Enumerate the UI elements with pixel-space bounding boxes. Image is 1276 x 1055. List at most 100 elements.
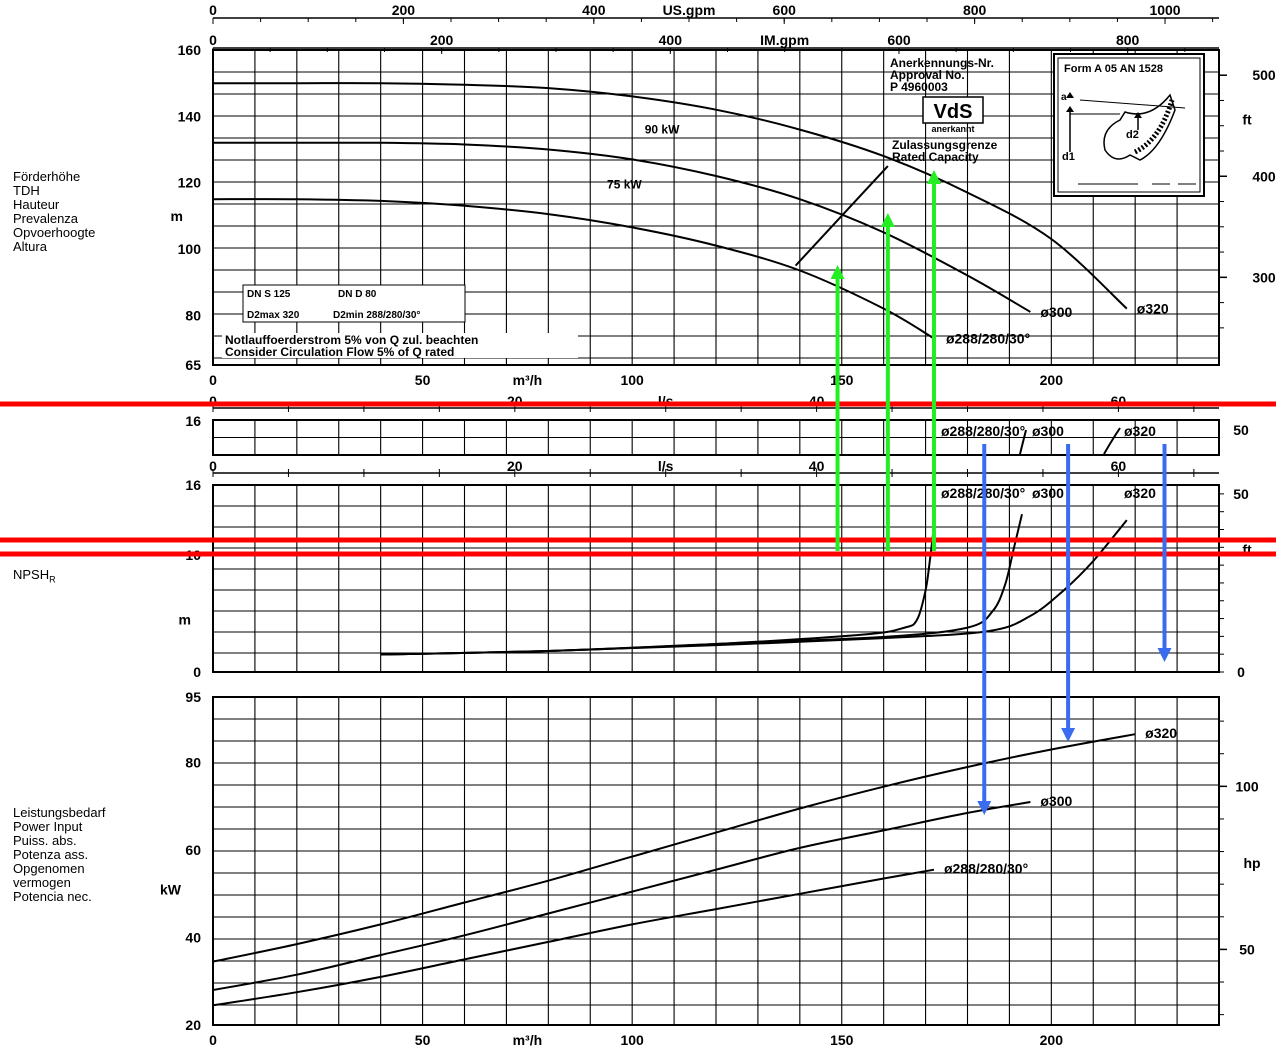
power-label-90kw: 90 kW [645, 123, 680, 137]
power-d288-curve [212, 868, 935, 1007]
head-y-tick: 80 [185, 307, 201, 323]
head-right-unit: ft [1242, 112, 1252, 128]
top-axis-tick-label: 400 [659, 32, 683, 48]
head-y-tick: 160 [178, 42, 202, 58]
x-tick-label: 0 [209, 372, 217, 388]
npsh-series-label: ø320 [1124, 485, 1156, 501]
band-d320-tip [1103, 427, 1121, 455]
form-title: Form A 05 AN 1528 [1064, 63, 1163, 75]
x-tick-label: 100 [620, 372, 644, 388]
power-series-label: ø288/280/30° [944, 861, 1028, 877]
head-y-unit: m [171, 208, 183, 224]
ls-tick-label: 60 [1111, 458, 1127, 474]
power-right-tick: 100 [1235, 778, 1259, 794]
ls-tick-label: 20 [507, 458, 523, 474]
dim-arrow-icon [1134, 112, 1142, 118]
head-y-tick: 65 [185, 357, 201, 373]
band-y-tick: 16 [185, 413, 201, 429]
head-d300-curve [213, 141, 1031, 313]
green-arrow-head-icon [830, 265, 845, 279]
form-label-d2: d2 [1126, 129, 1139, 141]
axis-title-line: Prevalenza [13, 211, 79, 226]
band-right-tick: 50 [1233, 422, 1249, 438]
form-label-d1: d1 [1062, 151, 1075, 163]
d2min: D2min 288/280/30° [333, 310, 420, 321]
approval-line: Approval No. [890, 68, 965, 82]
vds-logo-text: VdS [934, 101, 973, 123]
ls-tick-label: 40 [809, 458, 825, 474]
ls-tick-label: 0 [209, 393, 217, 409]
power-series-label: ø320 [1145, 725, 1177, 741]
d2max: D2max 320 [247, 310, 300, 321]
curve-layer [212, 82, 1136, 1007]
red-highlight-line [0, 551, 1276, 557]
ls-tick-label: 20 [507, 393, 523, 409]
top-axis-title: US.gpm [663, 2, 716, 18]
head-d288-curve [212, 198, 935, 340]
ls-tick-label: 60 [1111, 393, 1127, 409]
npsh-right-tick: 50 [1233, 486, 1249, 502]
axis-title-line: Puiss. abs. [13, 833, 77, 848]
power-y-tick: 60 [185, 842, 201, 858]
rated-capacity-label: Zulassungsgrenze [892, 138, 998, 152]
axis-title-line: Power Input [13, 819, 83, 834]
top-axis-tick-label: 400 [582, 2, 606, 18]
power-y-tick: 20 [185, 1017, 201, 1033]
axis-title-line: Potenza ass. [13, 847, 89, 862]
top-axis-tick-label: 600 [887, 32, 911, 48]
blue-arrow-head-icon [1157, 648, 1172, 662]
blue-arrow-shaft [1066, 444, 1071, 730]
vds-box [922, 96, 984, 124]
approval-line: P 4960003 [890, 80, 948, 94]
npsh-label: NPSH [13, 567, 50, 582]
dn-d: DN D 80 [338, 289, 377, 300]
power-y-tick: 40 [185, 930, 201, 946]
vds-sub: anerkannt [931, 124, 974, 134]
head-series-label: ø288/280/30° [946, 330, 1030, 346]
circulation-note: Notlauffoerderstrom 5% von Q zul. beacht… [225, 333, 478, 347]
rated-capacity-label: Rated Capacity [892, 150, 979, 164]
head-right-tick: 300 [1252, 269, 1276, 285]
impeller-guide [1079, 99, 1186, 109]
annotation-layer: ø320 ø300 ø288/280/30° 90 kW 75 kW ø288/280/3… [222, 53, 1205, 877]
axis-title-line: Förderhöhe [13, 169, 81, 184]
top-axis-tick-label: 0 [209, 32, 217, 48]
green-arrow-head-icon [880, 213, 895, 227]
power-y-unit: kW [160, 881, 182, 897]
power-right-unit: hp [1243, 855, 1260, 871]
power-y-tick: 80 [185, 755, 201, 771]
head-right-tick: 400 [1252, 168, 1276, 184]
x-axis-title: m³/h [513, 1032, 543, 1048]
band-series-label: ø300 [1032, 423, 1064, 439]
ls-tick-label: 0 [209, 458, 217, 474]
circulation-note: Consider Circulation Flow 5% of Q rated [225, 345, 454, 359]
ls-axis-title: l/s [658, 393, 674, 409]
power-label-75kw: 75 kW [607, 177, 642, 191]
band-series-label: ø288/280/30° [941, 423, 1025, 439]
npsh-y-tick: 16 [185, 477, 201, 493]
head-axis-title: Förderhöhe TDH Hauteur Prevalenza Opvoerhoog… [13, 170, 95, 254]
x-tick-label: 0 [209, 1032, 217, 1048]
npsh-series-label: ø300 [1032, 485, 1064, 501]
axis-title-line: Altura [13, 239, 47, 254]
red-highlight-line [0, 537, 1276, 543]
axis-title-line: vermogen [13, 875, 71, 890]
power-axis-title: Leistungsbedarf Power Input Puiss. abs. Pot… [13, 806, 106, 904]
blue-arrow-head-icon [977, 801, 992, 815]
green-arrow-shaft [835, 277, 840, 551]
npsh-label-sub: R [49, 574, 56, 585]
top-axis-tick-label: 200 [430, 32, 454, 48]
head-d320-curve [213, 82, 1128, 310]
x-tick-label: 150 [830, 1032, 854, 1048]
impeller-hatch [1133, 99, 1175, 155]
head-y-tick: 120 [178, 175, 202, 191]
power-d300-curve [212, 801, 1031, 991]
npsh-d320-curve [380, 519, 1128, 656]
power-series-label: ø300 [1040, 793, 1072, 809]
green-arrow-head-icon [926, 170, 941, 184]
x-tick-label: 50 [415, 1032, 431, 1048]
red-highlight-line [0, 401, 1276, 407]
power-d320-curve [212, 733, 1136, 963]
x-tick-label: 50 [415, 372, 431, 388]
axis-title-line: TDH [13, 183, 40, 198]
